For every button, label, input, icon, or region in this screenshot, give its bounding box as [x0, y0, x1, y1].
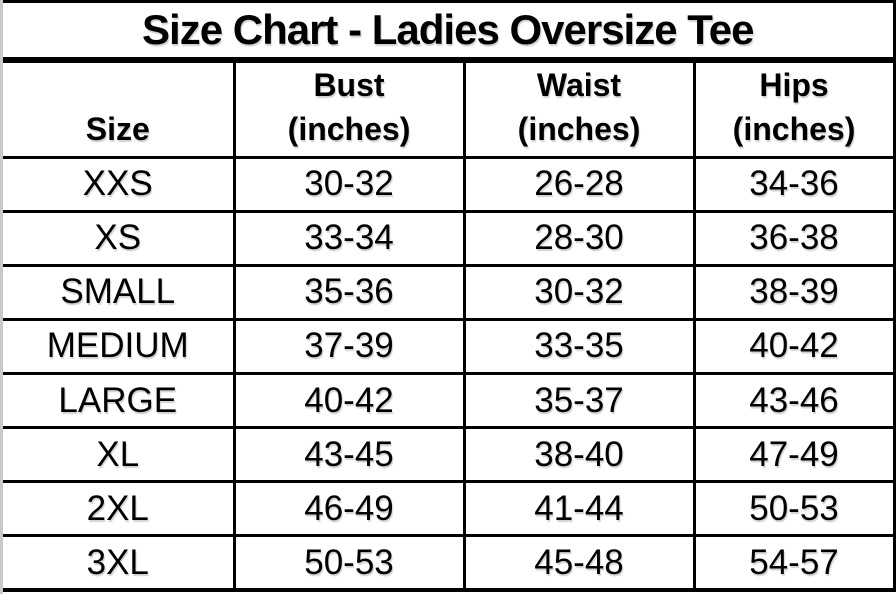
column-header-bust-label: Bust	[313, 66, 385, 103]
bust-cell: 40-42	[232, 371, 466, 430]
size-cell: SMALL	[3, 263, 236, 321]
table-row-medium: MEDIUM 37-39 33-35 40-42	[3, 317, 896, 376]
table-row-large: LARGE 40-42 35-37 43-46	[3, 371, 896, 430]
table-row-xl: XL 43-45 38-40 47-49	[3, 426, 896, 484]
column-header-bust-sub: (inches)	[287, 110, 411, 147]
table-row-xs: XS 33-34 28-30 36-38	[3, 209, 896, 267]
bust-cell: 35-36	[232, 263, 466, 321]
column-header-hips-label: Hips	[759, 66, 829, 103]
column-header-hips: Hips (inches)	[692, 58, 896, 159]
column-header-bust: Bust (inches)	[232, 58, 466, 159]
hips-cell: 47-49	[692, 426, 896, 484]
bust-cell: 46-49	[232, 480, 466, 538]
size-cell: LARGE	[3, 371, 236, 430]
table-row-2xl: 2XL 46-49 41-44 50-53	[3, 480, 896, 538]
waist-cell: 30-32	[462, 263, 696, 321]
bust-cell: 30-32	[232, 155, 466, 213]
chart-title: Size Chart - Ladies Oversize Tee	[3, 0, 896, 63]
bust-cell: 50-53	[232, 534, 466, 592]
bust-cell: 33-34	[232, 209, 466, 267]
column-header-hips-sub: (inches)	[732, 110, 856, 147]
waist-cell: 33-35	[462, 317, 696, 376]
hips-cell: 34-36	[692, 155, 896, 213]
title-row: Size Chart - Ladies Oversize Tee	[3, 0, 896, 63]
hips-cell: 43-46	[692, 371, 896, 430]
size-cell: XXS	[3, 155, 236, 213]
column-header-size-label: Size	[85, 110, 150, 147]
waist-cell: 26-28	[462, 155, 696, 213]
column-header-row: Size Bust (inches) Waist (inches) Hips (…	[3, 58, 896, 159]
table-row-xxs: XXS 30-32 26-28 34-36	[3, 155, 896, 213]
table-row-small: SMALL 35-36 30-32 38-39	[3, 263, 896, 321]
size-chart-table: Size Chart - Ladies Oversize Tee Size Bu…	[3, 0, 896, 592]
table-row-3xl: 3XL 50-53 45-48 54-57	[3, 534, 896, 592]
hips-cell: 40-42	[692, 317, 896, 376]
bust-cell: 43-45	[232, 426, 466, 484]
size-cell: MEDIUM	[3, 317, 236, 376]
size-cell: XS	[3, 209, 236, 267]
hips-cell: 50-53	[692, 480, 896, 538]
hips-cell: 36-38	[692, 209, 896, 267]
waist-cell: 41-44	[462, 480, 696, 538]
waist-cell: 45-48	[462, 534, 696, 592]
waist-cell: 38-40	[462, 426, 696, 484]
waist-cell: 28-30	[462, 209, 696, 267]
column-header-waist-label: Waist	[536, 66, 622, 103]
size-cell: XL	[3, 426, 236, 484]
column-header-waist-sub: (inches)	[517, 110, 641, 147]
bust-cell: 37-39	[232, 317, 466, 376]
waist-cell: 35-37	[462, 371, 696, 430]
column-header-size: Size	[3, 58, 236, 159]
hips-cell: 54-57	[692, 534, 896, 592]
left-edge-strip	[0, 0, 3, 594]
size-cell: 3XL	[3, 534, 236, 592]
column-header-waist: Waist (inches)	[462, 58, 696, 159]
size-cell: 2XL	[3, 480, 236, 538]
hips-cell: 38-39	[692, 263, 896, 321]
